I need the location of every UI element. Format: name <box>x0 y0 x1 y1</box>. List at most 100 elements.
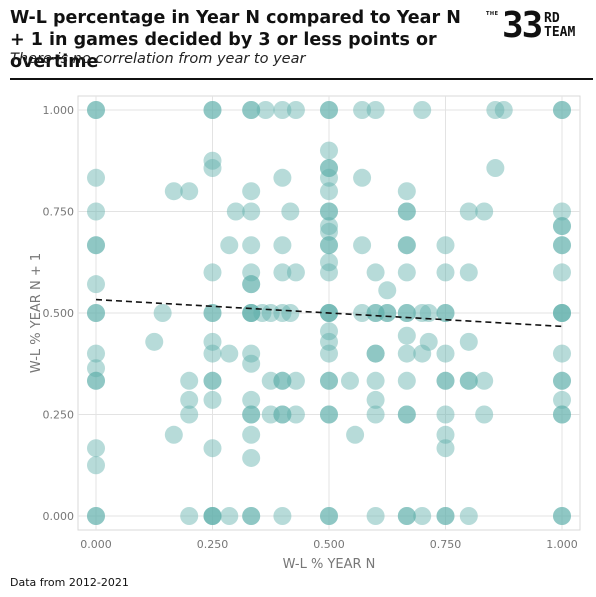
scatter-point <box>475 371 494 390</box>
scatter-point <box>320 405 338 424</box>
scatter-point <box>366 263 385 282</box>
scatter-point <box>553 263 571 282</box>
scatter-point <box>286 371 305 390</box>
scatter-point <box>397 182 416 201</box>
y-tick-label: 0.250 <box>43 409 75 422</box>
scatter-point <box>353 168 372 187</box>
scatter-point <box>340 371 359 390</box>
scatter-point <box>419 332 438 351</box>
scatter-point <box>486 159 505 178</box>
scatter-point <box>320 217 338 236</box>
scatter-point <box>261 371 280 390</box>
scatter-point <box>87 371 105 390</box>
scatter-point <box>242 425 261 444</box>
scatter-point <box>242 263 261 282</box>
scatter-point <box>242 507 261 525</box>
scatter-point <box>203 371 222 390</box>
scatter-point <box>346 425 365 444</box>
scatter-point <box>553 390 571 409</box>
scatter-point <box>459 371 478 390</box>
y-tick-label: 1.000 <box>43 104 75 117</box>
scatter-point <box>242 202 261 221</box>
scatter-point <box>436 405 455 424</box>
scatter-point <box>436 236 455 255</box>
scatter-point <box>320 263 338 282</box>
scatter-point <box>180 390 199 409</box>
scatter-point <box>397 507 416 525</box>
scatter-point <box>320 159 338 178</box>
scatter-point <box>553 236 571 255</box>
scatter-point <box>87 168 105 187</box>
scatter-point <box>436 371 455 390</box>
x-axis-label: W-L % YEAR N <box>283 557 376 570</box>
y-tick-label: 0.750 <box>43 206 75 219</box>
scatter-point <box>475 202 494 221</box>
scatter-point <box>320 371 338 390</box>
scatter-point <box>320 507 338 525</box>
scatter-point <box>397 344 416 363</box>
scatter-point <box>320 322 338 341</box>
scatter-point <box>242 275 261 294</box>
scatter-point <box>320 371 338 390</box>
scatter-point <box>366 344 385 363</box>
scatter-point <box>203 344 222 363</box>
scatter-point <box>553 236 571 255</box>
scatter-point <box>320 101 338 119</box>
scatter-point <box>553 344 571 363</box>
scatter-point <box>436 439 455 458</box>
scatter-point <box>164 425 183 444</box>
scatter-point <box>261 405 280 424</box>
scatter-point <box>413 507 432 525</box>
scatter-point <box>273 304 292 322</box>
scatter-point <box>273 263 292 282</box>
scatter-point <box>226 202 245 221</box>
scatter-point <box>87 371 105 390</box>
logo-team-text: TEAM <box>544 25 576 40</box>
scatter-point <box>397 326 416 345</box>
scatter-point <box>459 507 478 525</box>
scatter-point <box>87 507 105 525</box>
scatter-point <box>553 304 571 322</box>
scatter-point <box>203 101 222 119</box>
scatter-point <box>320 202 338 221</box>
scatter-point <box>220 507 239 525</box>
scatter-point <box>553 405 571 424</box>
header-divider <box>10 78 593 80</box>
logo-word-stack: RD TEAM <box>544 12 575 40</box>
x-tick-label: 0.500 <box>313 538 345 551</box>
scatter-point <box>475 405 494 424</box>
scatter-point <box>320 159 338 178</box>
scatter-point <box>397 202 416 221</box>
scatter-point <box>320 236 338 255</box>
scatter-point <box>273 507 292 525</box>
scatter-point <box>220 344 239 363</box>
scatter-point <box>242 507 261 525</box>
scatter-point <box>397 236 416 255</box>
scatter-point <box>553 507 571 525</box>
scatter-point <box>553 371 571 390</box>
scatter-point <box>320 405 338 424</box>
scatter-point <box>273 101 292 119</box>
scatter-point <box>281 202 300 221</box>
scatter-point <box>203 151 222 170</box>
scatter-point <box>203 507 222 525</box>
scatter-point <box>397 236 416 255</box>
scatter-point <box>203 507 222 525</box>
scatter-point <box>87 236 105 255</box>
scatter-point <box>87 304 105 322</box>
scatter-point <box>553 405 571 424</box>
brand-logo: THE 33 RD TEAM <box>486 5 586 46</box>
scatter-point <box>180 371 199 390</box>
y-tick-label: 0.500 <box>43 307 75 320</box>
scatter-point <box>145 332 164 351</box>
scatter-point <box>220 236 239 255</box>
scatter-point <box>459 332 478 351</box>
logo-the-text: THE <box>486 11 499 17</box>
scatter-point <box>436 425 455 444</box>
scatter-point <box>320 222 338 241</box>
scatter-point <box>366 405 385 424</box>
scatter-point <box>203 159 222 178</box>
scatter-point <box>397 371 416 390</box>
scatter-point <box>256 101 275 119</box>
scatter-point <box>242 390 261 409</box>
